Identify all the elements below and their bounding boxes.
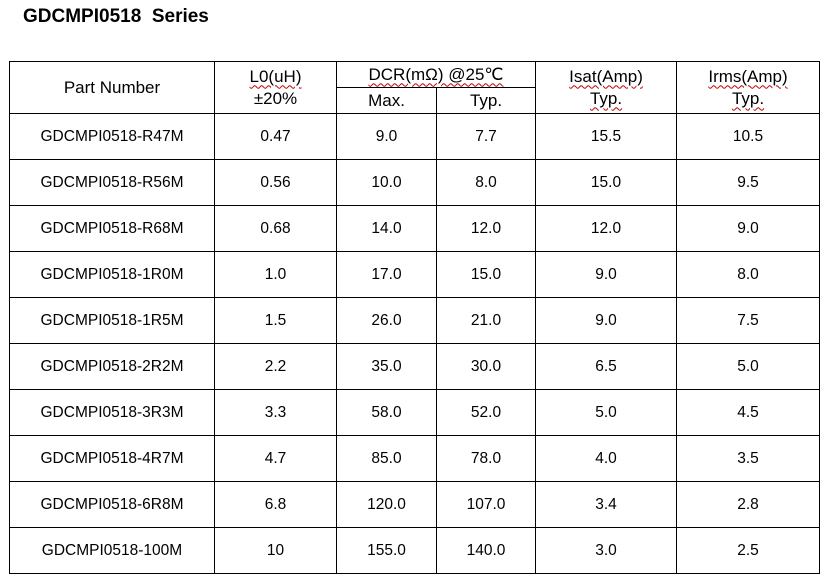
header-isat-label: Isat(Amp)	[569, 66, 643, 86]
cell-irms: 8.0	[676, 251, 821, 298]
cell-isat: 3.4	[535, 481, 678, 528]
cell-dcr-max: 58.0	[336, 389, 437, 436]
cell-isat: 15.0	[535, 159, 678, 206]
cell-irms: 9.5	[676, 159, 821, 206]
cell-part-number: GDCMPI0518-R68M	[9, 205, 215, 252]
page-title: GDCMPI0518 Series	[23, 6, 209, 27]
cell-inductance: 0.47	[214, 113, 337, 160]
cell-dcr-max: 155.0	[336, 527, 437, 574]
header-irms-label: Irms(Amp)	[708, 66, 788, 86]
cell-isat: 4.0	[535, 435, 678, 482]
header-dcr-label: DCR(mΩ) @25℃	[368, 64, 504, 84]
cell-irms: 2.8	[676, 481, 821, 528]
cell-dcr-max: 85.0	[336, 435, 437, 482]
cell-isat: 5.0	[535, 389, 678, 436]
cell-inductance: 1.0	[214, 251, 337, 298]
cell-isat: 9.0	[535, 297, 678, 344]
header-isat: Isat(Amp) Typ.	[535, 61, 678, 114]
table-row: GDCMPI0518-1R0M 1.0 17.0 15.0 9.0 8.0	[9, 251, 821, 298]
cell-dcr-typ: 21.0	[435, 297, 537, 344]
cell-dcr-max: 120.0	[336, 481, 437, 528]
cell-dcr-max: 17.0	[336, 251, 437, 298]
table-row: GDCMPI0518-R56M 0.56 10.0 8.0 15.0 9.5	[9, 159, 821, 206]
header-inductance: L0(uH) ±20%	[214, 61, 337, 114]
cell-dcr-typ: 30.0	[435, 343, 537, 390]
table-row: GDCMPI0518-6R8M 6.8 120.0 107.0 3.4 2.8	[9, 481, 821, 528]
cell-part-number: GDCMPI0518-1R5M	[9, 297, 215, 344]
table-row: GDCMPI0518-3R3M 3.3 58.0 52.0 5.0 4.5	[9, 389, 821, 436]
cell-dcr-typ: 12.0	[435, 205, 537, 252]
cell-irms: 10.5	[676, 113, 821, 160]
table-row: GDCMPI0518-4R7M 4.7 85.0 78.0 4.0 3.5	[9, 435, 821, 482]
table-row: GDCMPI0518-2R2M 2.2 35.0 30.0 6.5 5.0	[9, 343, 821, 390]
header-inductance-tolerance: ±20%	[253, 88, 298, 108]
cell-dcr-typ: 8.0	[435, 159, 537, 206]
cell-irms: 7.5	[676, 297, 821, 344]
table-body: GDCMPI0518-R47M 0.47 9.0 7.7 15.5 10.5 GDCMPI0…	[9, 113, 821, 574]
header-dcr-max: Max.	[336, 87, 437, 114]
table-row: GDCMPI0518-R68M 0.68 14.0 12.0 12.0 9.0	[9, 205, 821, 252]
cell-inductance: 4.7	[214, 435, 337, 482]
header-part-number: Part Number	[9, 61, 215, 114]
header-irms: Irms(Amp) Typ.	[676, 61, 821, 114]
cell-part-number: GDCMPI0518-2R2M	[9, 343, 215, 390]
cell-part-number: GDCMPI0518-4R7M	[9, 435, 215, 482]
cell-irms: 5.0	[676, 343, 821, 390]
cell-isat: 12.0	[535, 205, 678, 252]
cell-part-number: GDCMPI0518-R47M	[9, 113, 215, 160]
cell-dcr-max: 9.0	[336, 113, 437, 160]
cell-dcr-max: 10.0	[336, 159, 437, 206]
cell-dcr-max: 35.0	[336, 343, 437, 390]
cell-irms: 4.5	[676, 389, 821, 436]
table-row: GDCMPI0518-1R5M 1.5 26.0 21.0 9.0 7.5	[9, 297, 821, 344]
cell-inductance: 0.68	[214, 205, 337, 252]
cell-dcr-max: 26.0	[336, 297, 437, 344]
header-irms-typ: Typ.	[731, 88, 765, 108]
cell-dcr-typ: 15.0	[435, 251, 537, 298]
cell-dcr-typ: 140.0	[435, 527, 537, 574]
cell-part-number: GDCMPI0518-6R8M	[9, 481, 215, 528]
cell-inductance: 1.5	[214, 297, 337, 344]
cell-irms: 9.0	[676, 205, 821, 252]
cell-inductance: 10	[214, 527, 337, 574]
cell-isat: 6.5	[535, 343, 678, 390]
cell-part-number: GDCMPI0518-R56M	[9, 159, 215, 206]
table-header: Part Number L0(uH) ±20% DCR(mΩ) @25℃ Isa…	[9, 61, 821, 114]
cell-dcr-typ: 78.0	[435, 435, 537, 482]
cell-inductance: 0.56	[214, 159, 337, 206]
cell-dcr-max: 14.0	[336, 205, 437, 252]
cell-irms: 2.5	[676, 527, 821, 574]
cell-isat: 9.0	[535, 251, 678, 298]
cell-dcr-typ: 107.0	[435, 481, 537, 528]
table-row: GDCMPI0518-100M 10 155.0 140.0 3.0 2.5	[9, 527, 821, 574]
header-inductance-unit: L0(uH)	[249, 66, 302, 86]
table-row: GDCMPI0518-R47M 0.47 9.0 7.7 15.5 10.5	[9, 113, 821, 160]
cell-dcr-typ: 7.7	[435, 113, 537, 160]
cell-inductance: 2.2	[214, 343, 337, 390]
cell-irms: 3.5	[676, 435, 821, 482]
header-dcr-typ: Typ.	[435, 87, 537, 114]
header-isat-typ: Typ.	[589, 88, 623, 108]
cell-part-number: GDCMPI0518-1R0M	[9, 251, 215, 298]
cell-isat: 15.5	[535, 113, 678, 160]
cell-part-number: GDCMPI0518-3R3M	[9, 389, 215, 436]
cell-dcr-typ: 52.0	[435, 389, 537, 436]
spec-table: Part Number L0(uH) ±20% DCR(mΩ) @25℃ Isa…	[9, 61, 821, 574]
header-dcr: DCR(mΩ) @25℃	[335, 61, 537, 88]
cell-isat: 3.0	[535, 527, 678, 574]
cell-part-number: GDCMPI0518-100M	[9, 527, 215, 574]
cell-inductance: 3.3	[214, 389, 337, 436]
cell-inductance: 6.8	[214, 481, 337, 528]
